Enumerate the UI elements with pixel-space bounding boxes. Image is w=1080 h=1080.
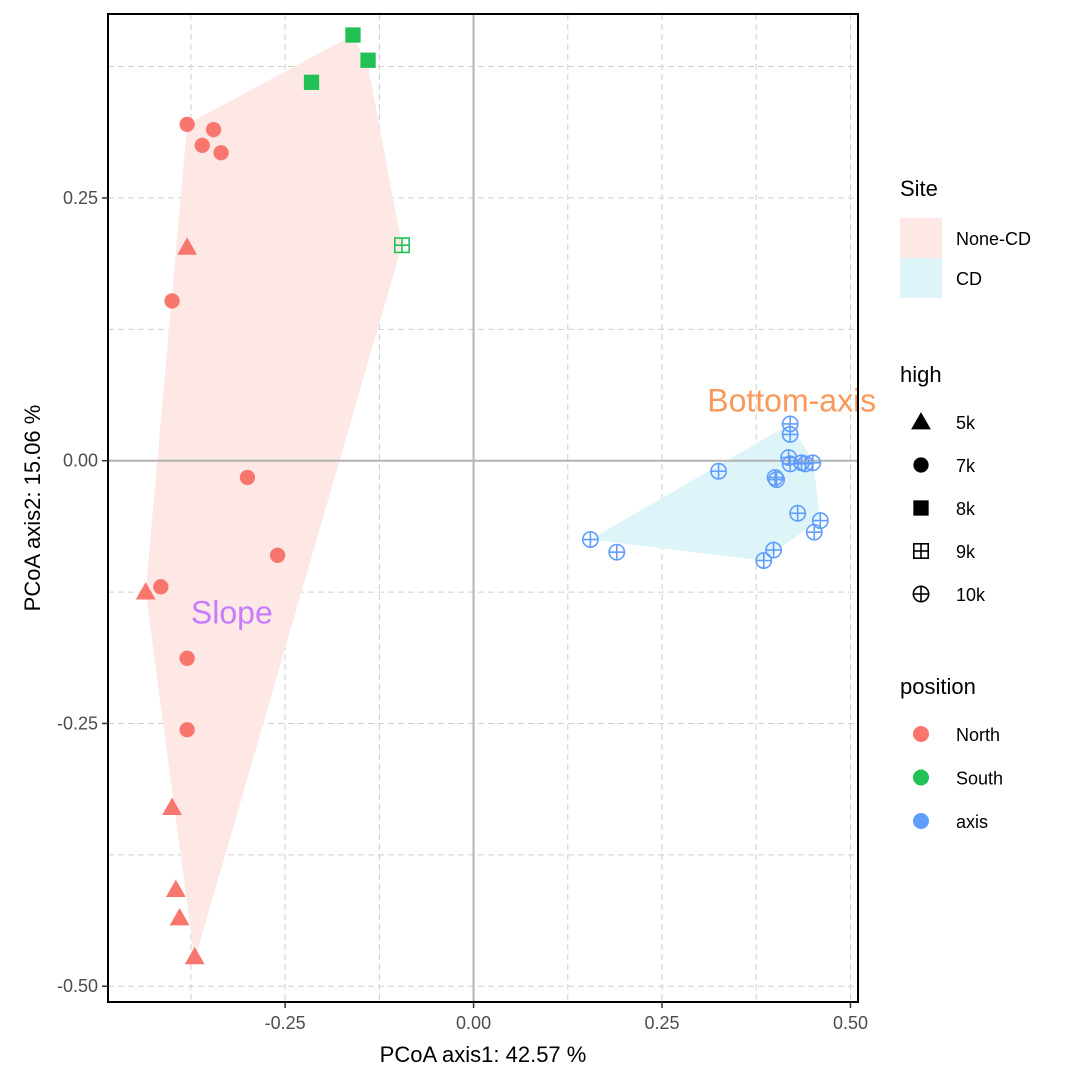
data-point [710,462,728,480]
data-point [804,454,822,472]
legend-key-shape [911,412,931,430]
legend-title: Site [900,176,938,201]
data-point [184,946,205,965]
legend-label: 5k [956,413,976,433]
x-axis-title: PCoA axis1: 42.57 % [380,1042,587,1067]
data-point [179,116,195,133]
y-tick-label: 0.00 [63,451,98,471]
annotation-label: Bottom-axis [707,382,876,418]
legend-label: axis [956,812,988,832]
hull-none-cd [145,35,402,960]
legend-title: high [900,362,942,387]
legend-key-color [913,726,929,742]
data-point [239,469,256,486]
data-point [179,650,195,666]
legend-label: 9k [956,542,976,562]
data-point [608,543,626,561]
legend-label: None-CD [956,229,1031,249]
legend-key-shape [913,500,929,516]
legend-key-shape [913,457,929,473]
annotations: Slope Bottom-axis [191,382,876,630]
data-point [755,552,773,570]
data-point [164,293,180,309]
data-point [303,74,320,90]
data-point [581,531,599,548]
data-point [789,504,807,522]
legend-label: 10k [956,585,986,605]
legend-key-shape [912,542,929,559]
x-tick-label: 0.00 [456,1013,491,1033]
panel-border [107,13,859,1003]
data-point [162,797,182,815]
y-tick-label: 0.25 [63,188,98,208]
data-point [768,471,786,489]
legend-title: position [900,674,976,699]
site-hulls [145,35,821,960]
data-point [165,879,186,897]
legend-key-color [913,769,929,786]
data-point [194,137,210,154]
y-axis-title: PCoA axis2: 15.06 % [20,405,45,612]
legend-key-fill [900,258,942,298]
data-point [177,237,198,255]
legend-label: CD [956,269,982,289]
axis-ticks: -0.25 0.00 0.25 0.50 -0.50 -0.25 0.00 0.25 [57,188,868,1033]
x-tick-label: 0.50 [833,1013,868,1033]
data-point [213,145,229,161]
data-point [781,425,799,443]
legend-key-shape [912,585,930,603]
legend-label: 7k [956,456,976,476]
data-point [269,547,286,563]
data-point [360,52,376,68]
data-points [135,27,829,965]
legend-key-fill [900,218,942,258]
legend-label: North [956,725,1000,745]
legend-label: South [956,769,1003,789]
data-point [205,121,222,138]
y-tick-label: -0.25 [57,713,98,733]
data-point [153,579,169,595]
data-point [169,908,190,926]
y-tick-label: -0.50 [57,976,98,996]
x-tick-label: -0.25 [265,1013,306,1033]
annotation-label: Slope [191,595,273,631]
legends: Site None-CD CD high 5k 7k 8k 9k 10k position Nort… [900,176,1031,832]
zero-lines [108,14,858,1002]
x-tick-label: 0.25 [644,1013,679,1033]
data-point [765,541,783,559]
data-point [393,237,410,254]
data-point [805,523,823,541]
data-point [345,27,361,43]
data-point [135,582,156,600]
legend-label: 8k [956,499,976,519]
hull-cd [590,423,821,561]
data-point [179,722,195,738]
legend-key-color [913,813,929,829]
